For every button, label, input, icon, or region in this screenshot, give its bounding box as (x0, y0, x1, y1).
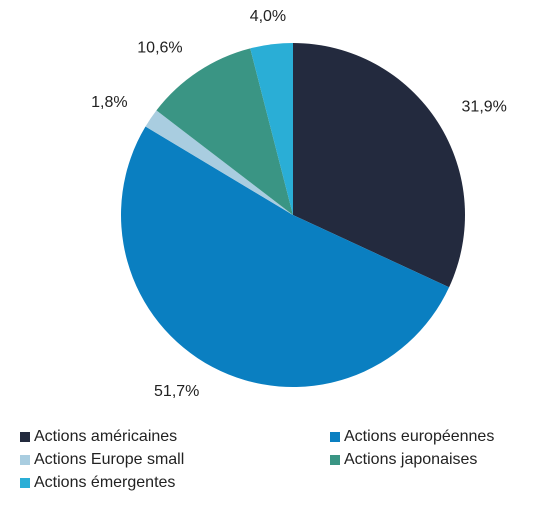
legend-swatch (330, 455, 340, 465)
data-label: 1,8% (91, 94, 127, 111)
legend-swatch (20, 432, 30, 442)
pie-slice (293, 43, 465, 288)
legend-label: Actions Europe small (34, 451, 184, 468)
pie-slice (250, 43, 293, 215)
legend-label: Actions japonaises (344, 451, 477, 468)
data-label: 51,7% (154, 383, 199, 400)
legend-swatch (20, 478, 30, 488)
pie-slice (156, 48, 293, 215)
legend-label: Actions émergentes (34, 474, 175, 491)
legend-label: Actions américaines (34, 428, 177, 445)
data-label: 10,6% (137, 39, 182, 56)
legend-swatch (20, 455, 30, 465)
data-label: 4,0% (250, 8, 286, 25)
legend-label: Actions européennes (344, 428, 494, 445)
pie-slice (145, 110, 293, 215)
pie-slice (120, 126, 450, 388)
legend-swatch (330, 432, 340, 442)
data-label: 31,9% (462, 99, 507, 116)
